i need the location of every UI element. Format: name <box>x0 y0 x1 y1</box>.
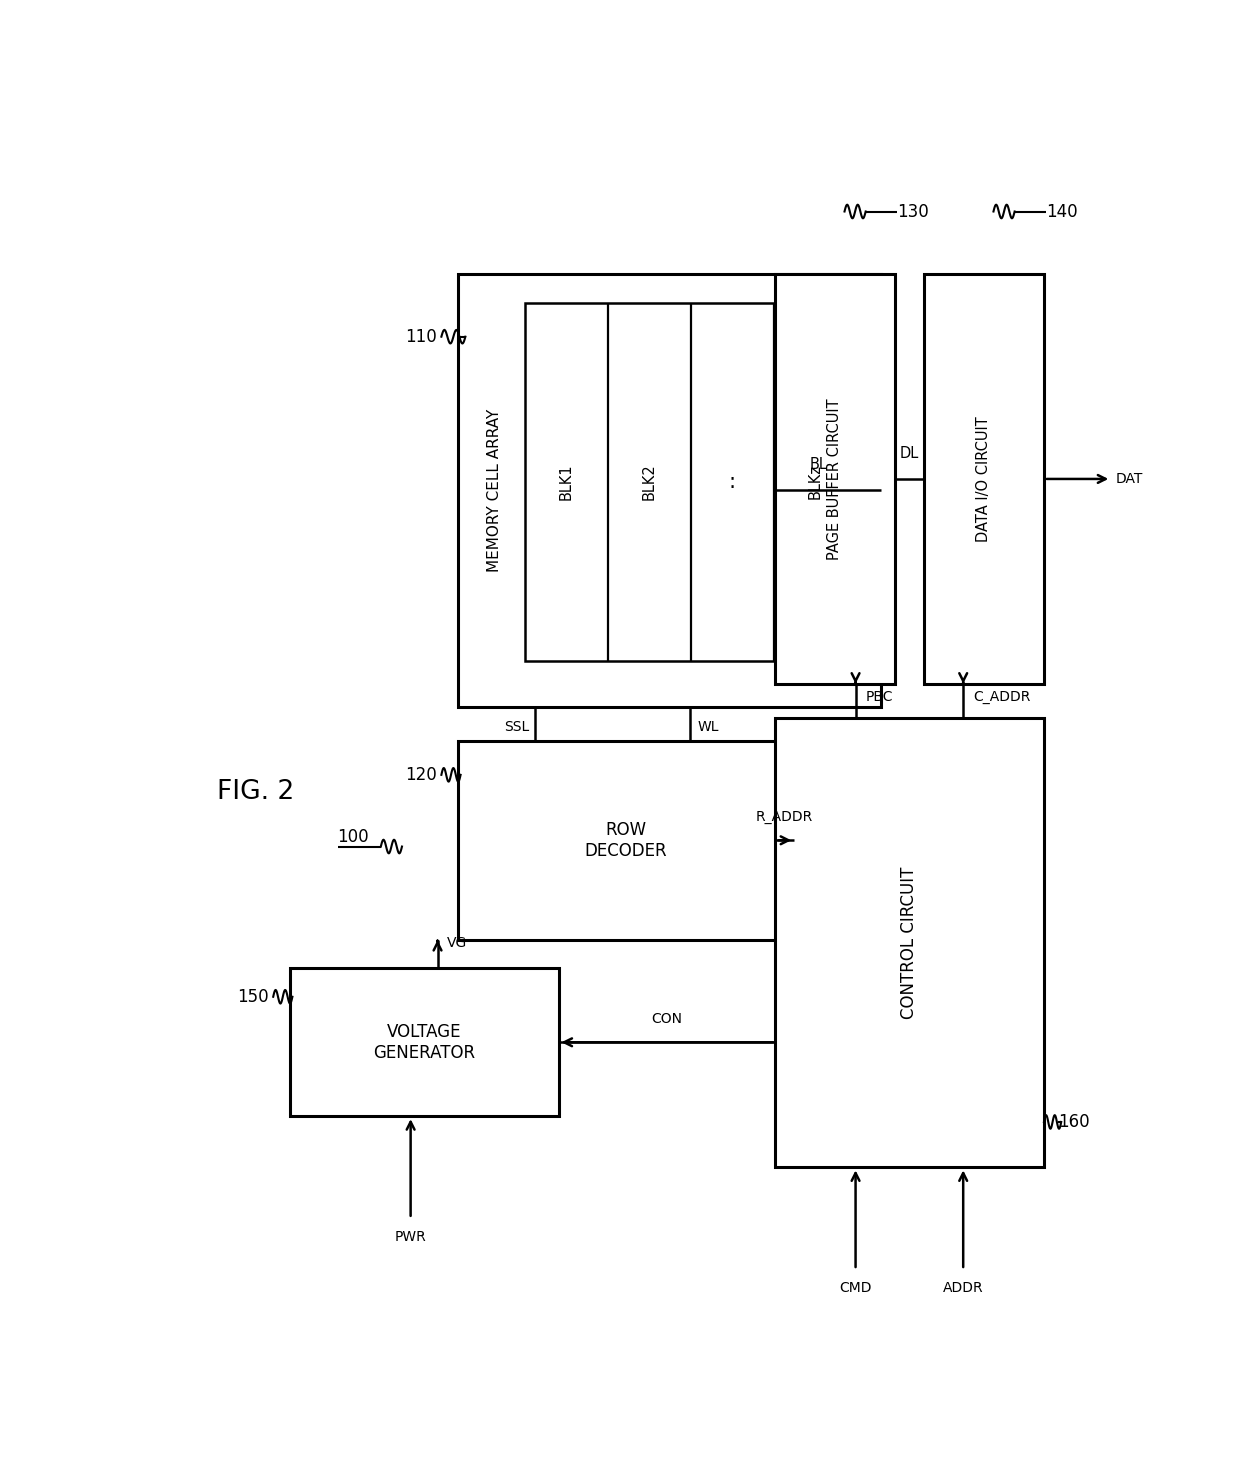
Text: 160: 160 <box>1059 1113 1090 1131</box>
Text: CONTROL CIRCUIT: CONTROL CIRCUIT <box>900 866 919 1018</box>
Text: WL: WL <box>698 720 719 735</box>
Text: PBC: PBC <box>866 690 893 705</box>
Text: 150: 150 <box>237 987 268 1005</box>
Text: MEMORY CELL ARRAY: MEMORY CELL ARRAY <box>487 409 502 572</box>
Text: DATA I/O CIRCUIT: DATA I/O CIRCUIT <box>976 417 991 542</box>
Text: FIG. 2: FIG. 2 <box>217 779 295 806</box>
Bar <box>775 273 895 684</box>
Text: ADDR: ADDR <box>942 1281 983 1295</box>
Bar <box>775 718 1044 1168</box>
Bar <box>458 273 880 706</box>
Text: 130: 130 <box>898 202 929 220</box>
Text: VG: VG <box>448 936 467 950</box>
Text: BLKz: BLKz <box>807 464 822 500</box>
Bar <box>290 968 559 1116</box>
Text: R_ADDR: R_ADDR <box>756 810 813 825</box>
Text: 110: 110 <box>404 328 436 346</box>
Text: BLK2: BLK2 <box>642 464 657 500</box>
Bar <box>924 273 1044 684</box>
Text: DL: DL <box>900 446 919 461</box>
Text: 140: 140 <box>1047 202 1078 220</box>
Text: BL: BL <box>810 457 827 471</box>
Text: DAT: DAT <box>1116 471 1143 486</box>
Text: BLK1: BLK1 <box>559 464 574 500</box>
Text: SSL: SSL <box>505 720 529 735</box>
Text: C_ADDR: C_ADDR <box>973 690 1030 705</box>
Text: VOLTAGE
GENERATOR: VOLTAGE GENERATOR <box>373 1023 475 1061</box>
Text: CON: CON <box>651 1012 682 1026</box>
Bar <box>458 740 794 940</box>
Text: PAGE BUFFER CIRCUIT: PAGE BUFFER CIRCUIT <box>827 398 842 560</box>
Text: PWR: PWR <box>394 1230 427 1244</box>
Text: CMD: CMD <box>839 1281 872 1295</box>
Text: ROW
DECODER: ROW DECODER <box>584 820 667 860</box>
Text: :: : <box>729 471 735 492</box>
Text: 120: 120 <box>404 766 436 783</box>
Text: 100: 100 <box>337 829 370 847</box>
Bar <box>525 303 857 661</box>
